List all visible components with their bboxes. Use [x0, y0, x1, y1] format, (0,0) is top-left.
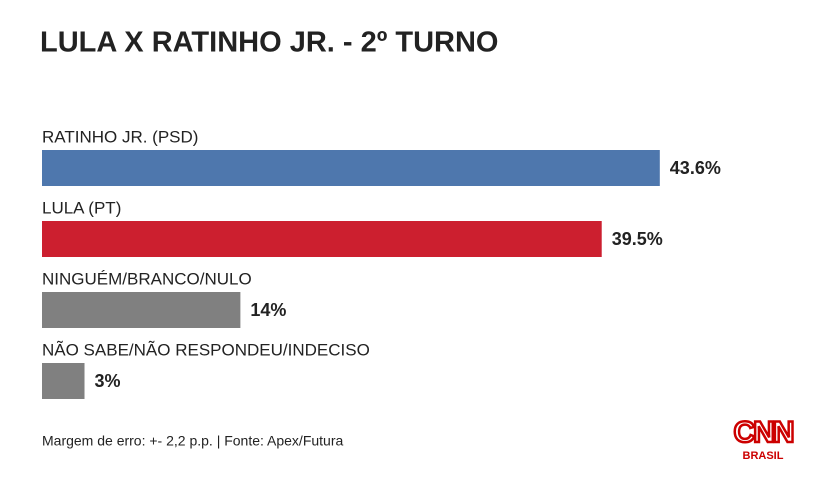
logo: CNN: [734, 416, 793, 449]
footnote: Margem de erro: +- 2,2 p.p. | Fonte: Ape…: [42, 433, 344, 449]
value-label: 3%: [95, 371, 121, 391]
category-label: LULA (PT): [42, 198, 121, 217]
bar: [42, 363, 85, 399]
category-label: RATINHO JR. (PSD): [42, 127, 198, 146]
bar: [42, 221, 602, 257]
value-label: 14%: [250, 300, 286, 320]
value-label: 43.6%: [670, 158, 721, 178]
category-label: NINGUÉM/BRANCO/NULO: [42, 269, 252, 288]
chart-title: LULA X RATINHO JR. - 2º TURNO: [40, 27, 498, 59]
logo-subtitle: BRASIL: [743, 450, 784, 462]
value-label: 39.5%: [612, 229, 663, 249]
category-label: NÃO SABE/NÃO RESPONDEU/INDECISO: [42, 340, 370, 359]
bar: [42, 150, 660, 186]
bar: [42, 292, 241, 328]
